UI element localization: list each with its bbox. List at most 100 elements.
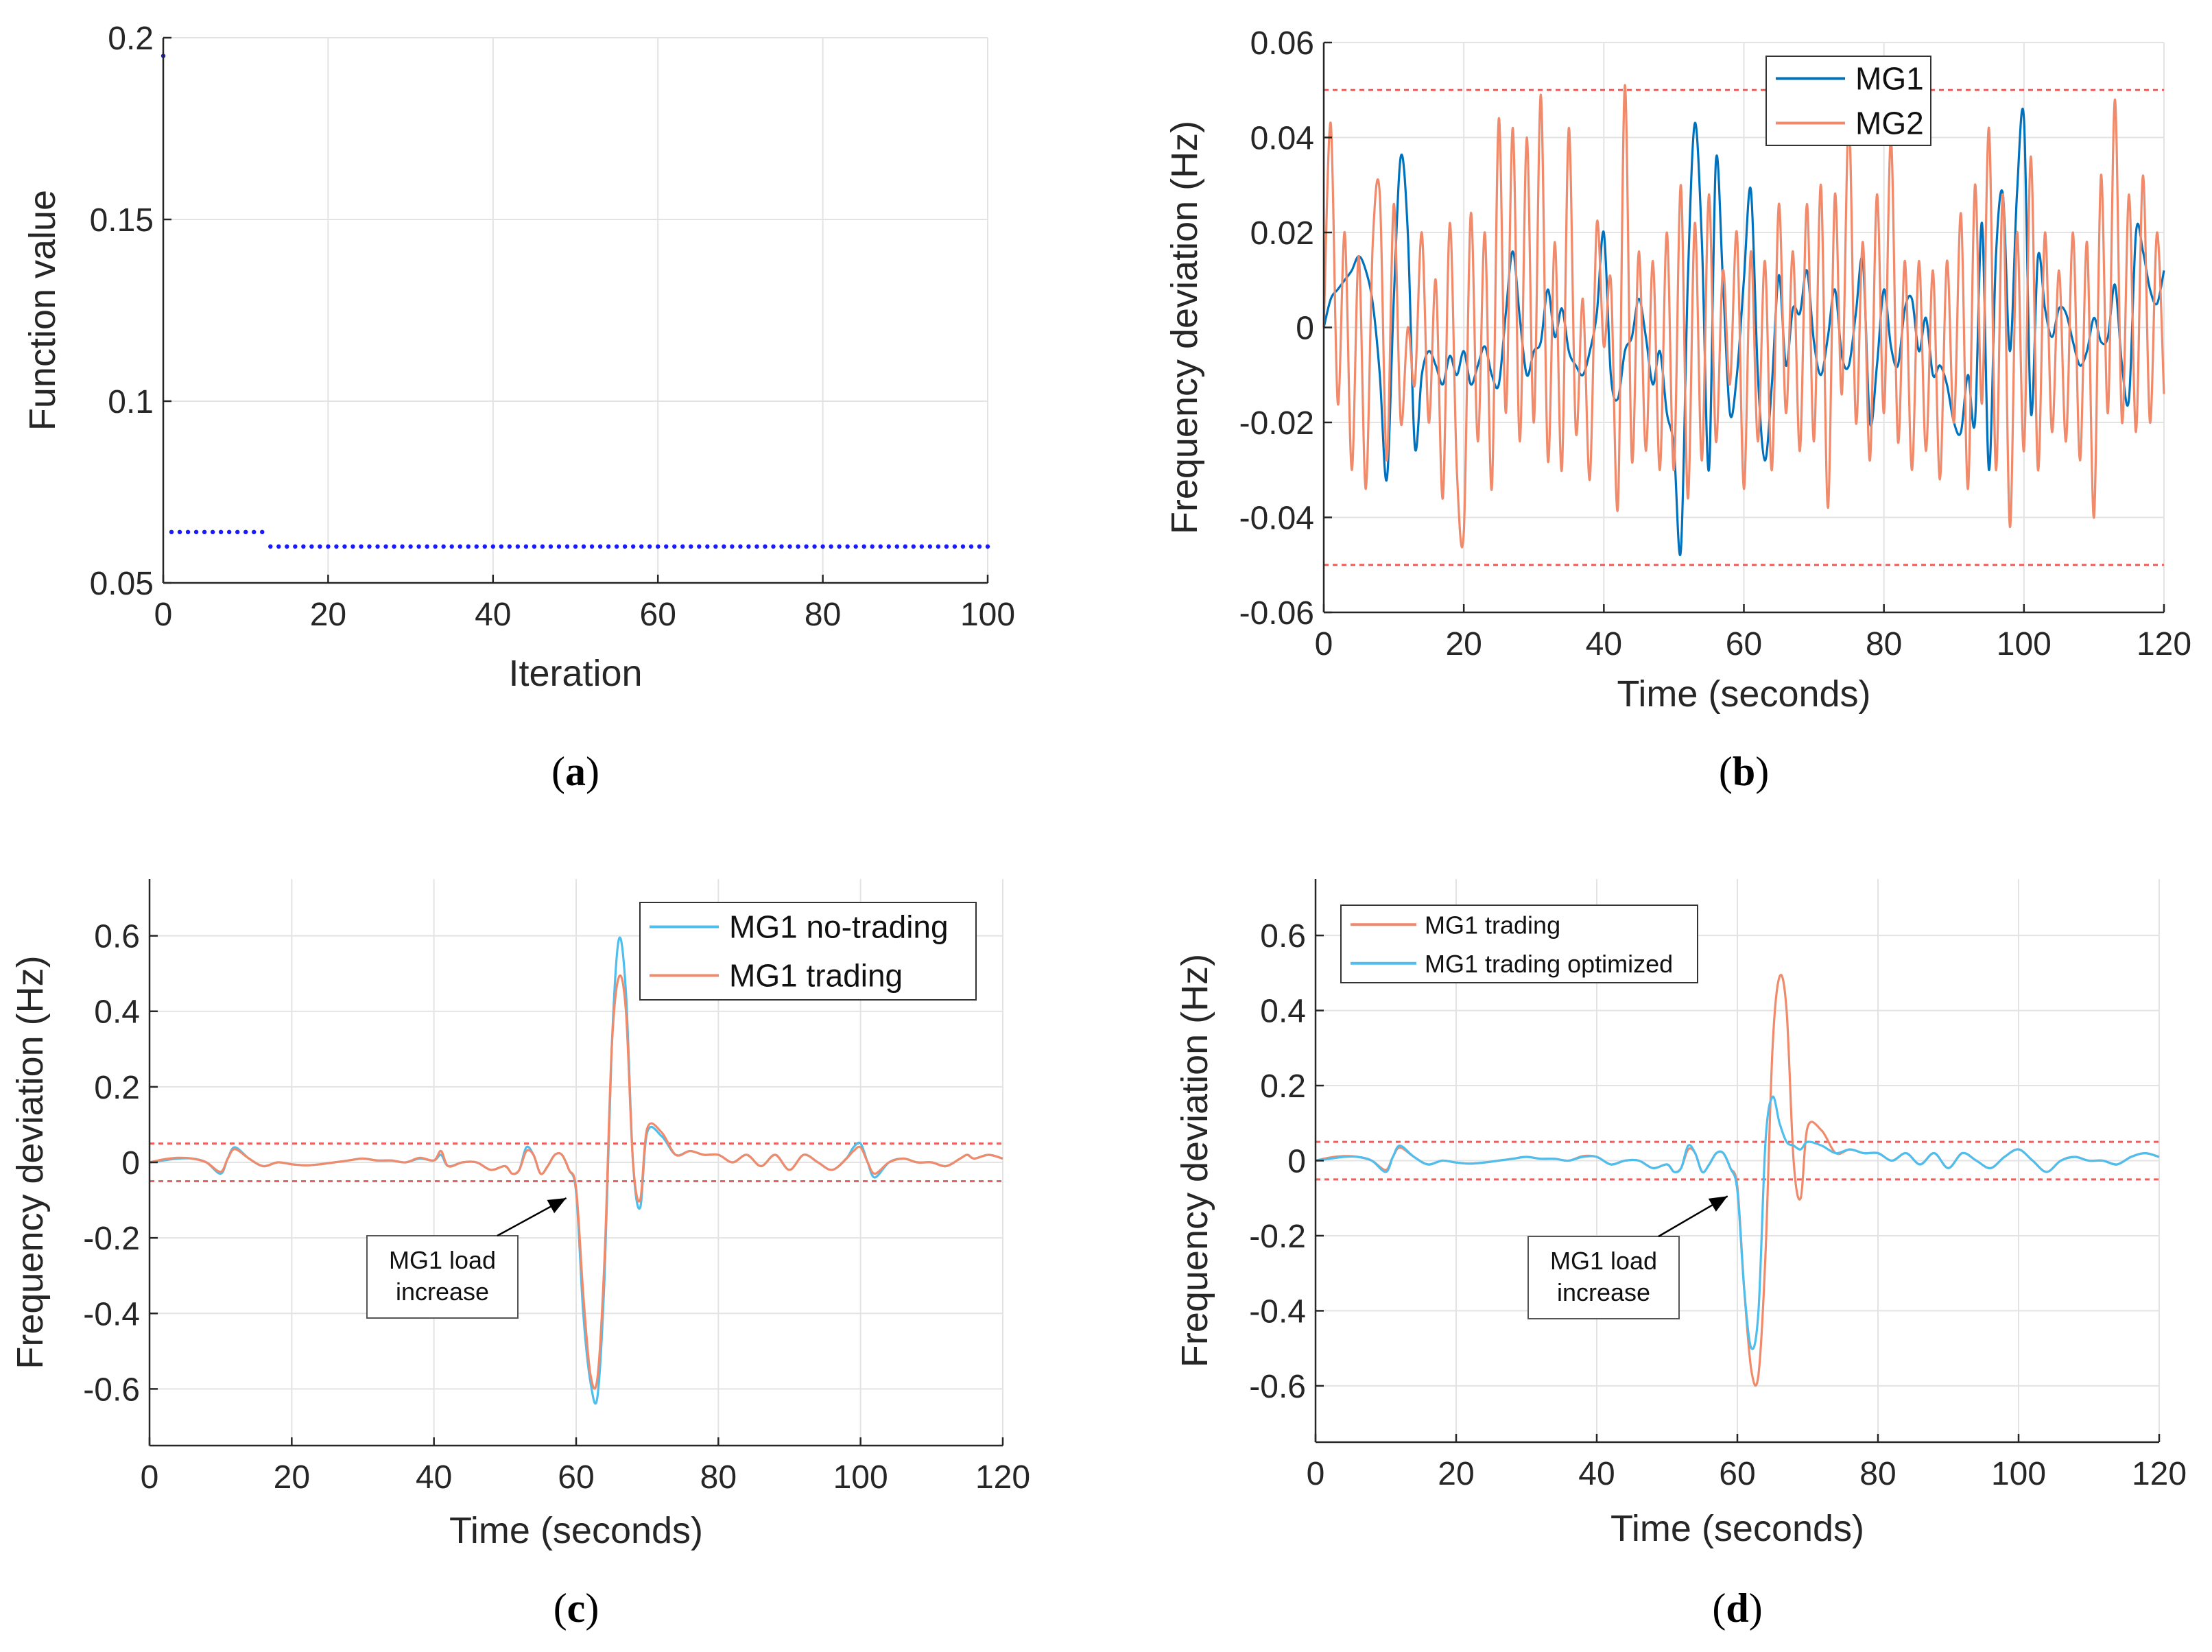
data-point [334,544,339,549]
y-tick-label: 0.04 [1250,121,1314,157]
x-tick-label: 40 [475,597,511,633]
data-point [622,544,628,549]
chart-panel-d: 0 20 40 60 80 100 120 -0.6 -0.4 -0.2 0 0.2 0.4 0.6 Tim… [1174,879,2187,1631]
x-axis-label: Iteration [508,653,642,694]
data-point [523,544,529,549]
data-point [680,544,685,549]
panel-label-open: ( [1719,749,1733,794]
legend-box [639,902,977,1001]
legend-entry-label: MG2 [1855,106,1924,141]
series-dots [160,53,990,549]
panel-label-open: ( [554,1585,567,1631]
data-point [210,529,215,534]
y-tick-label: -0.6 [1249,1369,1306,1405]
data-point [457,544,462,549]
data-point [226,529,232,534]
data-point [746,544,751,549]
data-point [309,544,314,549]
panel-label: (a) [551,749,599,794]
data-point [903,544,908,549]
data-point [252,529,257,534]
data-point [202,529,207,534]
annotation-arrowhead [1708,1196,1728,1212]
x-tick-label: 40 [416,1459,452,1496]
data-point [968,544,974,549]
data-point [804,544,809,549]
legend-box [1765,56,1931,146]
data-point [689,544,693,549]
data-point [383,544,388,549]
annotation-text: increase [396,1278,489,1306]
data-point [359,544,364,549]
y-tick-label: 0 [121,1145,140,1182]
x-tick-label: 80 [700,1459,737,1496]
legend-entry-label: MG1 trading optimized [1425,950,1673,978]
data-point [672,544,677,549]
data-point [763,544,768,549]
chart-panel-b: 0 20 40 60 80 100 120 -0.06 -0.04 -0.02 0 0.02 0.04 0… [1164,25,2191,794]
panel-label-letter: b [1733,749,1755,794]
data-point [656,544,661,549]
data-point [350,544,355,549]
y-tick-label: -0.04 [1239,501,1314,537]
data-point [614,544,619,549]
y-tick-label: -0.4 [1249,1293,1306,1330]
data-point [730,544,735,549]
data-point [977,544,982,549]
y-tick-label: -0.2 [83,1221,140,1257]
data-point [664,544,669,549]
x-tick-label: 120 [2132,1456,2187,1492]
x-tick-label: 40 [1586,626,1622,662]
y-tick-label: 0.05 [90,566,154,602]
x-tick-label: 100 [1991,1456,2046,1492]
data-point [548,544,554,549]
annotation: MG1 load increase [366,1197,567,1319]
panel-label: (d) [1712,1585,1762,1631]
x-tick-label: 0 [1315,626,1333,662]
data-point [705,544,710,549]
data-point [647,544,652,549]
y-axis-label: Frequency deviation (Hz) [10,955,51,1369]
data-point [268,544,273,549]
y-tick-label: 0.2 [94,1070,140,1106]
data-point [243,529,248,534]
y-tick-label: 0.6 [1260,918,1306,955]
annotation-box [366,1235,519,1319]
y-tick-label: 0.06 [1250,25,1314,62]
x-tick-label: 60 [1719,1456,1755,1492]
y-tick-label: -0.4 [83,1296,140,1332]
panel-label-open: ( [1712,1585,1726,1631]
data-point [490,544,495,549]
data-point [919,544,925,549]
data-point [276,544,281,549]
panel-label-letter: c [567,1585,586,1631]
data-point [408,544,413,549]
annotation: MG1 load increase [1527,1195,1728,1319]
data-point [556,544,562,549]
data-point [218,529,224,534]
data-point [293,544,298,549]
y-tick-label: -0.6 [83,1372,140,1408]
data-point [235,529,240,534]
y-tick-label: 0.4 [1260,994,1306,1030]
x-axis-label: Time (seconds) [1610,1508,1864,1549]
data-point [812,544,817,549]
data-point [597,544,603,549]
data-point [886,544,891,549]
annotation-arrowhead [547,1198,567,1214]
panel-label-letter: d [1726,1585,1748,1631]
x-tick-label: 120 [975,1459,1030,1496]
data-point [177,529,182,534]
x-tick-label: 100 [960,597,1015,633]
data-point [482,544,487,549]
x-tick-label: 20 [1445,626,1482,662]
x-tick-label: 40 [1578,1456,1615,1492]
data-point [589,544,595,549]
data-point [441,544,446,549]
data-point [820,544,825,549]
data-point [771,544,776,549]
y-tick-label: -0.2 [1249,1219,1306,1255]
data-point [985,544,990,549]
x-tick-label: 80 [805,597,841,633]
data-point [927,544,933,549]
